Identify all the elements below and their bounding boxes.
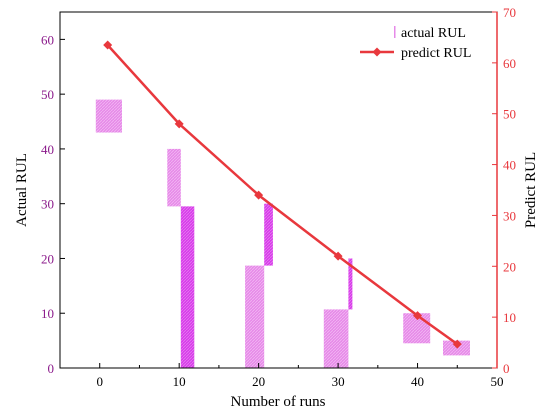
actual-rul-bar [180,206,195,368]
x-tick-label: 40 [411,374,424,389]
y-left-tick-label: 30 [41,197,54,212]
x-tick-label: 50 [491,374,504,389]
actual-rul-bar [443,340,470,356]
legend-label-actual: actual RUL [401,26,466,41]
actual-rul-bar [264,203,273,266]
y-right-tick-label: 10 [503,310,516,325]
actual-rul-bar [245,265,265,368]
legend-swatch-actual [394,26,396,38]
y-right-tick-label: 30 [503,208,516,223]
predict-rul-point [254,190,264,200]
x-axis-label: Number of runs [231,394,326,410]
x-tick-label: 0 [96,374,103,389]
y-left-tick-label: 20 [41,251,54,266]
y-left-tick-label: 10 [41,306,54,321]
x-tick-label: 10 [173,374,186,389]
y-right-tick-label: 20 [503,259,516,274]
predict-rul-point [103,40,113,50]
actual-rul-bar [95,99,122,133]
x-tick-label: 20 [252,374,265,389]
x-tick-label: 30 [332,374,345,389]
actual-rul-bar [167,148,181,207]
predict-rul-point [413,311,423,321]
y-left-tick-label: 50 [41,87,54,102]
y-right-tick-label: 70 [503,5,516,20]
y-left-tick-label: 40 [41,142,54,157]
y-axis-right-label: Predict RUL [523,152,539,228]
actual-rul-bar [348,258,353,310]
predict-rul-point [452,339,462,349]
predict-rul-point [174,119,184,129]
legend: actual RUL predict RUL [360,26,471,61]
predict-rul-line [106,44,459,346]
y-right-tick-label: 50 [503,107,516,122]
predict-rul-series [103,40,462,349]
y-axis-left-label: Actual RUL [14,153,30,227]
y-right-tick-label: 0 [503,361,510,376]
y-left-tick-label: 60 [41,32,54,47]
y-right-tick-label: 60 [503,56,516,71]
legend-label-predict: predict RUL [401,46,471,61]
y-right-tick-label: 40 [503,158,516,173]
legend-marker-predict [372,47,382,57]
y-left-tick-label: 0 [48,361,55,376]
actual-rul-bars [95,99,470,368]
predict-rul-point [333,251,343,261]
actual-rul-bar [323,309,349,368]
